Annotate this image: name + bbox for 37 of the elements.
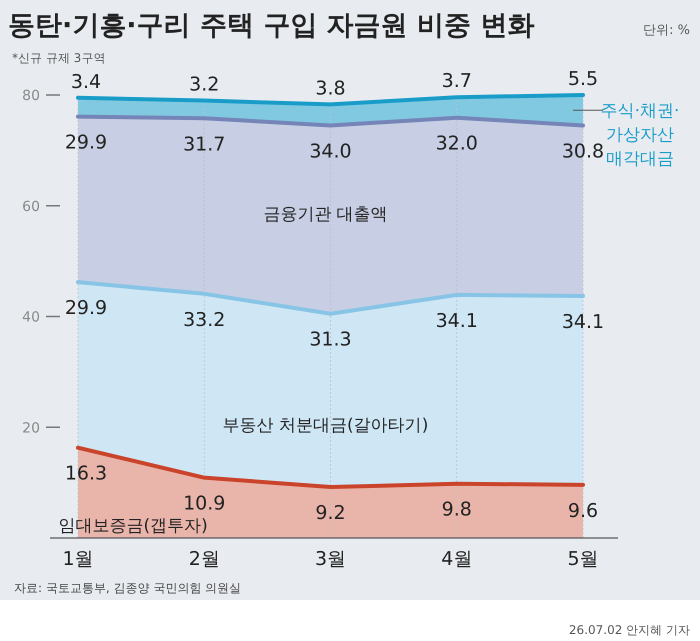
data-label: 3.7 [442,70,472,92]
series-label: 임대보증금(갭투자) [58,516,208,536]
data-label: 3.2 [189,74,220,96]
data-label: 32.0 [436,132,478,155]
data-label: 33.2 [183,308,226,331]
chart-title: 동탄·기흥·구리 주택 구입 자금원 비중 변화 [8,10,535,41]
data-label: 34.1 [562,311,604,334]
data-label: 29.9 [64,132,108,154]
text: 자료: 국토교통부, 김종양 국민의힘 의원실 [14,581,242,595]
data-label: 9.8 [442,498,472,521]
data-label: 31.3 [309,328,352,351]
series-label: 부동산 처분대금(갈아타기) [222,415,428,436]
x-tick-label: 2월 [188,548,220,570]
data-label: 10.9 [183,492,226,515]
y-tick-label: 60 [22,198,40,215]
data-label: 3.4 [70,70,102,93]
text: 26.07.02 안지혜 기자 [568,623,690,637]
data-label: 31.7 [183,133,226,156]
x-tick-label: 5월 [567,548,599,570]
data-label: 29.9 [64,297,108,320]
x-tick-label: 1월 [62,548,94,570]
x-tick-label: 3월 [314,548,346,570]
y-tick-label: 80 [22,88,40,104]
series-label: 금융기관 대출액 [263,204,388,225]
data-label: 16.3 [64,462,108,485]
data-label: 5.5 [568,68,598,90]
text: 단위: % [643,23,690,38]
x-tick-label: 4월 [441,548,472,570]
chart-subtitle: *신규 규제 3구역 [12,51,106,65]
data-label: 3.8 [315,77,346,100]
y-tick-label: 40 [22,310,40,326]
data-label: 34.0 [309,140,352,162]
data-label: 34.1 [436,310,478,332]
data-label: 9.2 [315,502,346,524]
data-label: 9.6 [568,500,598,522]
data-label: 30.8 [562,140,604,162]
y-tick-label: 20 [22,420,40,436]
